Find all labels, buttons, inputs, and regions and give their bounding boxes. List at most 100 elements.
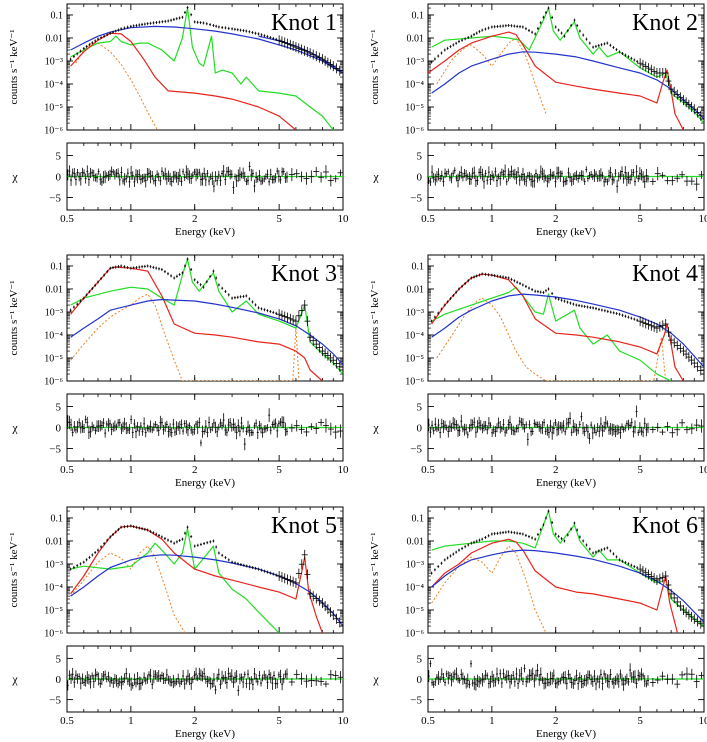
x-tick-label: 1 <box>128 213 134 225</box>
y-tick-label: 0.01 <box>407 536 425 547</box>
x-tick-label: 5 <box>276 213 282 225</box>
spectrum-frame <box>66 254 344 382</box>
y-tick-label: 0.01 <box>46 536 64 547</box>
x-axis-label: Energy (keV) <box>536 226 596 238</box>
y-tick-label: 10⁻⁴ <box>405 79 424 90</box>
y-tick-label: 0.1 <box>412 10 425 21</box>
x-tick-label: 0.5 <box>421 213 435 225</box>
y-tick-label: 10⁻⁵ <box>44 605 63 616</box>
y-tick-label: 10⁻⁴ <box>44 582 63 593</box>
model-curve-blue-component <box>431 549 704 623</box>
residual-points <box>67 408 343 451</box>
model-curve-orange-dotted-component <box>75 42 159 130</box>
y-tick-label: 10⁻⁴ <box>405 582 424 593</box>
y-tick-label: 10⁻⁴ <box>44 79 63 90</box>
model-curve-red-component <box>70 525 323 633</box>
residual-points <box>428 660 704 691</box>
residual-points <box>67 161 343 195</box>
y-tick-label: 10⁻³ <box>406 307 424 318</box>
residual-tick-label: −5 <box>410 192 422 204</box>
x-tick-label: 2 <box>192 213 198 225</box>
model-curve-orange-dotted-component <box>431 545 547 633</box>
y-tick-label: 10⁻⁶ <box>405 126 424 137</box>
x-tick-label: 2 <box>192 464 198 476</box>
spectrum-frame <box>427 506 705 634</box>
y-tick-label: 10⁻³ <box>45 559 63 570</box>
y-tick-label: 10⁻⁶ <box>405 377 424 388</box>
knot-title: Knot 6 <box>632 513 698 539</box>
y-tick-label: 10⁻⁵ <box>405 353 424 364</box>
x-tick-label: 5 <box>637 464 643 476</box>
residual-y-axis-label: χ <box>372 421 379 435</box>
y-tick-label: 10⁻⁴ <box>44 330 63 341</box>
spectrum-curves <box>69 524 343 633</box>
x-tick-label: 1 <box>489 213 495 225</box>
spectrum-y-axis-label: counts s⁻¹ keV⁻¹ <box>369 29 381 104</box>
residual-tick-label: 5 <box>417 653 423 665</box>
y-tick-label: 10⁻⁵ <box>44 102 63 113</box>
y-tick-label: 10⁻⁵ <box>44 353 63 364</box>
spectrum-curves <box>69 257 343 381</box>
spectrum-y-axis-label: counts s⁻¹ keV⁻¹ <box>369 280 381 355</box>
spectrum-frame <box>66 3 344 131</box>
residual-y-axis-label: χ <box>11 170 18 184</box>
x-tick-label: 2 <box>192 715 198 727</box>
residual-y-axis-label: χ <box>372 170 379 184</box>
x-axis-label: Energy (keV) <box>175 477 235 489</box>
model-curve-green-component <box>70 7 334 130</box>
x-tick-label: 10 <box>338 715 350 727</box>
y-tick-label: 0.01 <box>46 33 64 44</box>
residual-tick-label: −5 <box>410 695 422 707</box>
residual-tick-label: −5 <box>49 443 61 455</box>
y-tick-label: 0.1 <box>51 10 64 21</box>
y-tick-label: 0.1 <box>412 261 425 272</box>
residual-tick-label: 5 <box>56 151 62 163</box>
x-tick-label: 10 <box>699 715 707 727</box>
y-tick-label: 10⁻⁶ <box>405 629 424 640</box>
x-tick-label: 2 <box>553 464 559 476</box>
spectrum-panel-5: 0.5 1 2 5 10 10⁻⁶ 10⁻⁵ 10⁻⁴ 10⁻³ 0.01 0.1 −5 0 5 count… <box>8 506 350 740</box>
residual-points <box>428 405 704 446</box>
x-tick-label: 2 <box>553 213 559 225</box>
residual-tick-label: −5 <box>49 192 61 204</box>
spectrum-y-axis-label: counts s⁻¹ keV⁻¹ <box>8 280 20 355</box>
model-curve-orange-dotted-component <box>70 293 300 381</box>
residual-tick-label: 0 <box>56 674 62 686</box>
knot-title: Knot 2 <box>632 10 698 36</box>
spectrum-frame <box>427 3 705 131</box>
residual-points <box>67 667 343 696</box>
residual-tick-label: −5 <box>49 695 61 707</box>
y-tick-label: 10⁻⁶ <box>44 377 63 388</box>
y-tick-label: 0.01 <box>407 33 425 44</box>
residual-tick-label: 5 <box>56 402 62 414</box>
knot-title: Knot 1 <box>271 10 337 36</box>
x-axis-label: Energy (keV) <box>536 477 596 489</box>
model-curve-blue-component <box>70 298 343 366</box>
spectrum-frame <box>427 254 705 382</box>
model-curve-blue-component <box>70 25 343 74</box>
y-tick-label: 0.01 <box>407 284 425 295</box>
residual-tick-label: 0 <box>417 423 423 435</box>
model-curve-red-component <box>70 32 297 130</box>
spectrum-panel-3: 0.5 1 2 5 10 10⁻⁶ 10⁻⁵ 10⁻⁴ 10⁻³ 0.01 0.1 −5 0 5 count… <box>8 254 350 489</box>
y-tick-label: 10⁻⁴ <box>405 330 424 341</box>
x-tick-label: 10 <box>338 464 350 476</box>
residual-tick-label: 5 <box>417 402 423 414</box>
spectrum-curves <box>430 272 704 381</box>
model-curve-blue-component <box>431 293 704 368</box>
spectrum-panel-6: 0.5 1 2 5 10 10⁻⁶ 10⁻⁵ 10⁻⁴ 10⁻³ 0.01 0.1 −5 0 5 count… <box>369 506 707 740</box>
y-tick-label: 0.1 <box>412 513 425 524</box>
y-tick-label: 0.1 <box>51 513 64 524</box>
x-tick-label: 0.5 <box>60 715 74 727</box>
x-axis-label: Energy (keV) <box>175 728 235 740</box>
residual-tick-label: 0 <box>417 172 423 184</box>
residual-tick-label: 5 <box>417 151 423 163</box>
y-tick-label: 10⁻³ <box>45 307 63 318</box>
x-tick-label: 5 <box>276 464 282 476</box>
y-tick-label: 10⁻³ <box>406 559 424 570</box>
x-tick-label: 5 <box>637 715 643 727</box>
residual-y-axis-label: χ <box>11 672 18 686</box>
y-tick-label: 10⁻⁶ <box>44 629 63 640</box>
x-tick-label: 0.5 <box>421 464 435 476</box>
residual-tick-label: 0 <box>56 172 62 184</box>
